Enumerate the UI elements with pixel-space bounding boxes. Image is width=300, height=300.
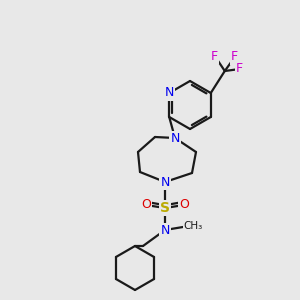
Text: S: S xyxy=(160,201,170,215)
Text: N: N xyxy=(164,86,174,100)
Text: CH₃: CH₃ xyxy=(183,221,202,231)
Text: N: N xyxy=(160,176,170,188)
Text: O: O xyxy=(141,199,151,212)
Text: F: F xyxy=(211,50,218,62)
Text: F: F xyxy=(236,62,243,76)
Text: N: N xyxy=(160,224,170,236)
Text: N: N xyxy=(170,131,180,145)
Text: F: F xyxy=(231,50,238,64)
Text: O: O xyxy=(179,199,189,212)
